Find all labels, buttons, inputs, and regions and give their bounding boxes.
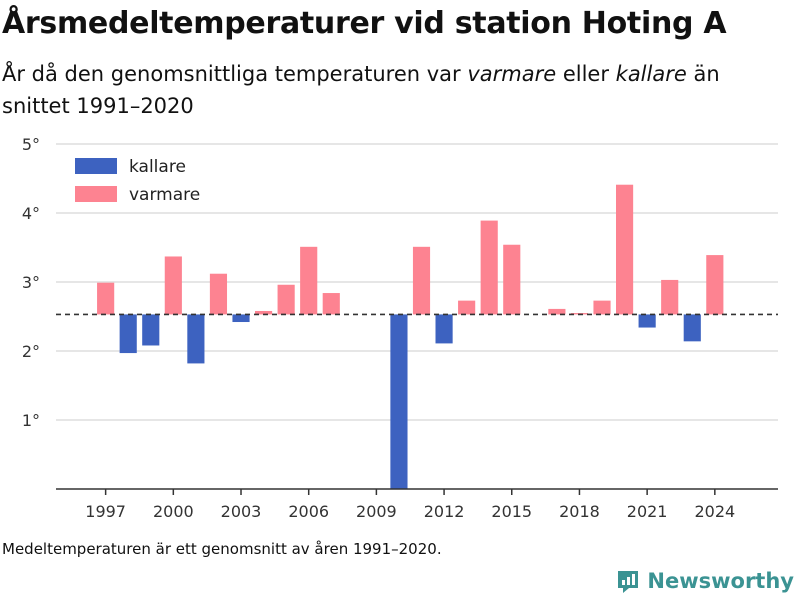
bar-2022: [661, 279, 679, 315]
legend-swatch-kallare: [75, 158, 117, 174]
x-axis-ticks: 1997 2000 2003 2006 2009 2012 2015 2018 2021 2024: [85, 489, 735, 521]
chart-subtitle: År då den genomsnittliga temperaturen va…: [2, 58, 782, 122]
x-tick-label: 1997: [85, 502, 126, 521]
bar-1998: [119, 314, 137, 354]
bar-2012: [435, 314, 453, 344]
legend-label-kallare: kallare: [129, 157, 186, 177]
legend-label-varmare: varmare: [129, 185, 200, 205]
subtitle-part-1: År då den genomsnittliga temperaturen va…: [2, 62, 468, 86]
brand-name: Newsworthy: [647, 569, 794, 593]
subtitle-colder: kallare: [615, 62, 687, 86]
bar-2006: [300, 246, 318, 315]
bar-2002: [209, 273, 228, 315]
legend-swatch-varmare: [75, 186, 117, 202]
bar-2019: [593, 300, 611, 315]
footnote: Medeltemperaturen är ett genomsnitt av å…: [2, 540, 442, 558]
y-tick-label: 2°: [22, 342, 40, 361]
subtitle-part-3: än snittet 1991–2020: [2, 62, 720, 118]
bar-2023: [683, 314, 701, 342]
x-tick-label: 2018: [559, 502, 600, 521]
newsworthy-logo-icon: [618, 571, 639, 593]
bar-2017: [548, 308, 566, 315]
y-tick-label: 3°: [22, 273, 40, 292]
x-tick-label: 2006: [288, 502, 329, 521]
bar-2000: [164, 256, 182, 315]
bar-1997: [97, 282, 115, 315]
x-tick-label: 2003: [221, 502, 262, 521]
bar-2014: [480, 220, 498, 315]
bars: [97, 184, 724, 489]
bar-chart: 1° 2° 3° 4° 5° 1997 2000 2003 2006 2009 2012 2015 2…: [22, 135, 778, 521]
x-tick-label: 2000: [153, 502, 194, 521]
bar-2024: [706, 255, 724, 315]
subtitle-warmer: varmare: [467, 62, 557, 86]
y-tick-label: 4°: [22, 204, 40, 223]
y-axis-ticks: 1° 2° 3° 4° 5°: [22, 135, 40, 430]
bar-2020: [616, 184, 634, 315]
bar-2021: [638, 314, 656, 328]
bar-2010: [390, 314, 408, 489]
y-tick-label: 1°: [22, 411, 40, 430]
bar-2003: [232, 314, 250, 323]
bar-2001: [187, 314, 205, 364]
brand-logo: Newsworthy: [615, 568, 794, 594]
subtitle-part-2: eller: [556, 62, 616, 86]
bar-2011: [412, 246, 431, 315]
bar-2013: [458, 300, 476, 315]
x-tick-label: 2021: [627, 502, 668, 521]
x-tick-label: 2015: [491, 502, 532, 521]
x-tick-label: 2024: [694, 502, 735, 521]
chart-title: Årsmedeltemperaturer vid station Hoting …: [2, 6, 727, 41]
y-tick-label: 5°: [22, 135, 40, 154]
bar-1999: [142, 314, 160, 346]
bar-2015: [503, 244, 521, 315]
bar-2004: [255, 310, 273, 315]
legend: kallare varmare: [60, 152, 212, 212]
bar-2005: [277, 284, 295, 315]
x-tick-label: 2012: [424, 502, 465, 521]
x-tick-label: 2009: [356, 502, 397, 521]
bar-2007: [322, 293, 340, 315]
